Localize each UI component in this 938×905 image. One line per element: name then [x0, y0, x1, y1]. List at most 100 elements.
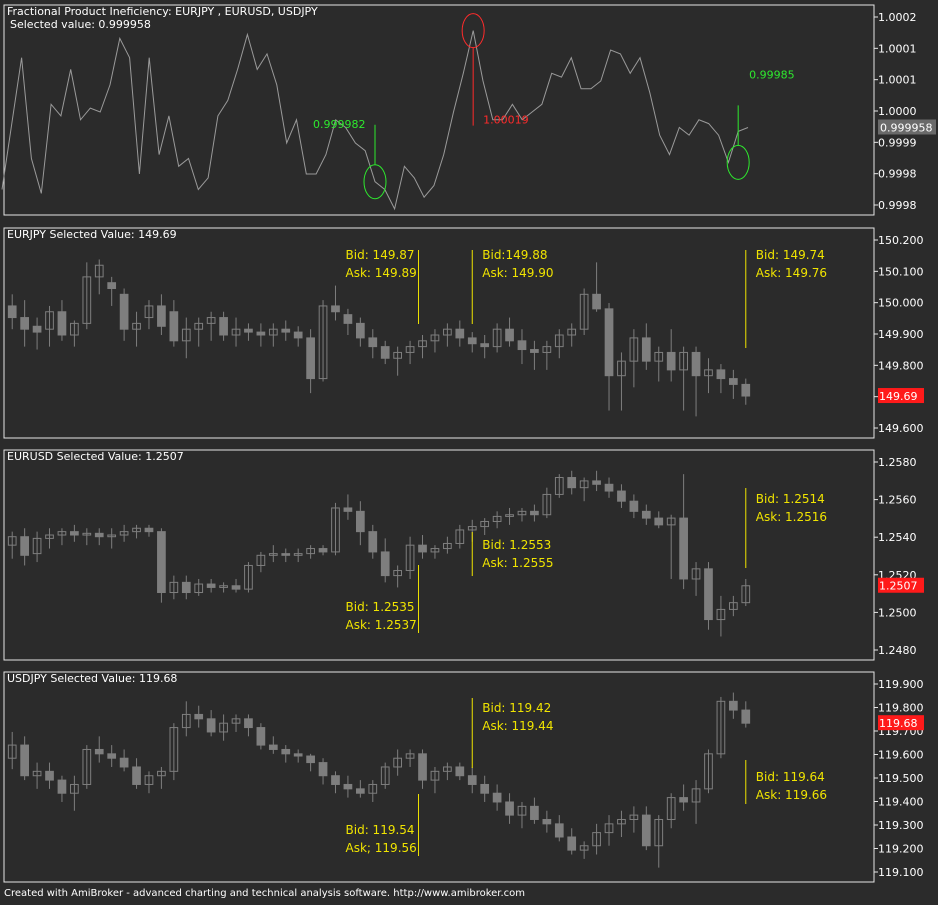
candle-body: [144, 527, 154, 533]
candle-body: [666, 797, 676, 820]
candle: [592, 823, 601, 855]
candle: [666, 514, 676, 579]
y-tick-label: 119.900: [878, 678, 924, 691]
candle-body: [380, 346, 390, 359]
candle: [94, 259, 104, 295]
candle-body: [206, 317, 216, 324]
footer-credit: Created with AmiBroker - advanced charti…: [4, 888, 526, 899]
candle-body: [256, 554, 266, 566]
candle-body: [641, 510, 651, 519]
candle-body: [405, 346, 415, 353]
y-tick-label: 119.300: [878, 819, 924, 832]
chart-pane-0: 1.0002 1.0001 1.0001 1.0000 0.9999 0.9998 0.99…: [1, 4, 936, 216]
candle: [467, 332, 477, 353]
candle-body: [679, 797, 688, 803]
candle-body: [57, 311, 67, 336]
candle-body: [579, 480, 589, 489]
last-value-label: 119.68: [879, 717, 918, 730]
candle: [343, 775, 353, 798]
candle: [517, 801, 527, 829]
candle: [654, 511, 664, 529]
candle: [368, 780, 378, 802]
candle-body: [107, 282, 117, 289]
candle: [256, 723, 266, 750]
candle: [629, 494, 639, 519]
candle: [666, 793, 676, 829]
candle-body: [306, 548, 315, 555]
candle: [206, 710, 216, 737]
candle-body: [107, 753, 117, 759]
candle: [281, 320, 291, 341]
candle: [144, 300, 154, 330]
candle: [144, 771, 154, 794]
candle-body: [542, 493, 552, 516]
candle: [592, 262, 601, 312]
y-tick-label: 0.9998: [878, 199, 917, 212]
candle: [443, 323, 452, 347]
annotation-ellipse: [726, 144, 750, 180]
candle-body: [455, 328, 465, 339]
candle: [716, 595, 726, 637]
candle: [331, 285, 340, 321]
candle: [119, 524, 129, 542]
candle: [716, 364, 726, 394]
pane-border: [3, 4, 875, 216]
candle: [293, 749, 303, 763]
candle: [418, 535, 427, 559]
candle-body: [654, 818, 664, 847]
candle: [157, 294, 166, 335]
bid-label: Bid: 1.2535: [346, 600, 415, 614]
candle: [654, 346, 664, 382]
y-tick-label: 1.0000: [878, 105, 917, 118]
candle-body: [716, 608, 726, 621]
candle-body: [355, 322, 365, 339]
candle: [194, 705, 204, 728]
bid-label: Bid: 1.2514: [756, 492, 825, 506]
candle-body: [716, 700, 726, 755]
candle-body: [70, 531, 79, 536]
candle: [219, 714, 228, 741]
candle: [542, 810, 552, 833]
candle: [32, 531, 42, 563]
candle: [107, 745, 117, 767]
candle-body: [268, 328, 278, 336]
candle: [281, 745, 291, 763]
candle: [592, 470, 601, 492]
pane-subtitle: Selected value: 0.999958: [10, 18, 151, 31]
candle-body: [741, 709, 751, 724]
candle-body: [604, 483, 614, 492]
candle-body: [443, 542, 452, 550]
candle: [604, 477, 614, 498]
candle: [418, 335, 427, 359]
candle-body: [119, 293, 129, 330]
candle: [82, 528, 92, 546]
y-tick-label: 1.2560: [878, 494, 917, 507]
pane-title: USDJPY Selected Value: 119.68: [7, 672, 177, 685]
candle-body: [567, 836, 577, 851]
candle: [505, 317, 514, 347]
candle-body: [219, 317, 228, 336]
candle: [430, 329, 440, 353]
bid-label: Bid: 119.64: [756, 770, 825, 784]
candle-body: [94, 532, 104, 538]
candle-body: [579, 845, 589, 851]
candle: [380, 762, 390, 789]
last-value-label: 149.69: [879, 390, 918, 403]
candle: [132, 758, 141, 789]
candle-body: [741, 383, 751, 397]
candle: [244, 714, 253, 737]
candle: [430, 766, 440, 794]
y-tick-label: 149.900: [878, 328, 924, 341]
candle-body: [244, 718, 253, 729]
candle-body: [455, 529, 465, 544]
candle-body: [592, 832, 601, 847]
candle: [256, 323, 266, 347]
candle: [306, 545, 315, 559]
candle-body: [467, 526, 477, 531]
candle: [380, 538, 390, 583]
candle-body: [368, 337, 378, 348]
y-tick-label: 119.100: [878, 866, 924, 879]
candle-body: [32, 325, 42, 333]
candle-body: [157, 305, 166, 327]
candle-body: [418, 544, 427, 553]
